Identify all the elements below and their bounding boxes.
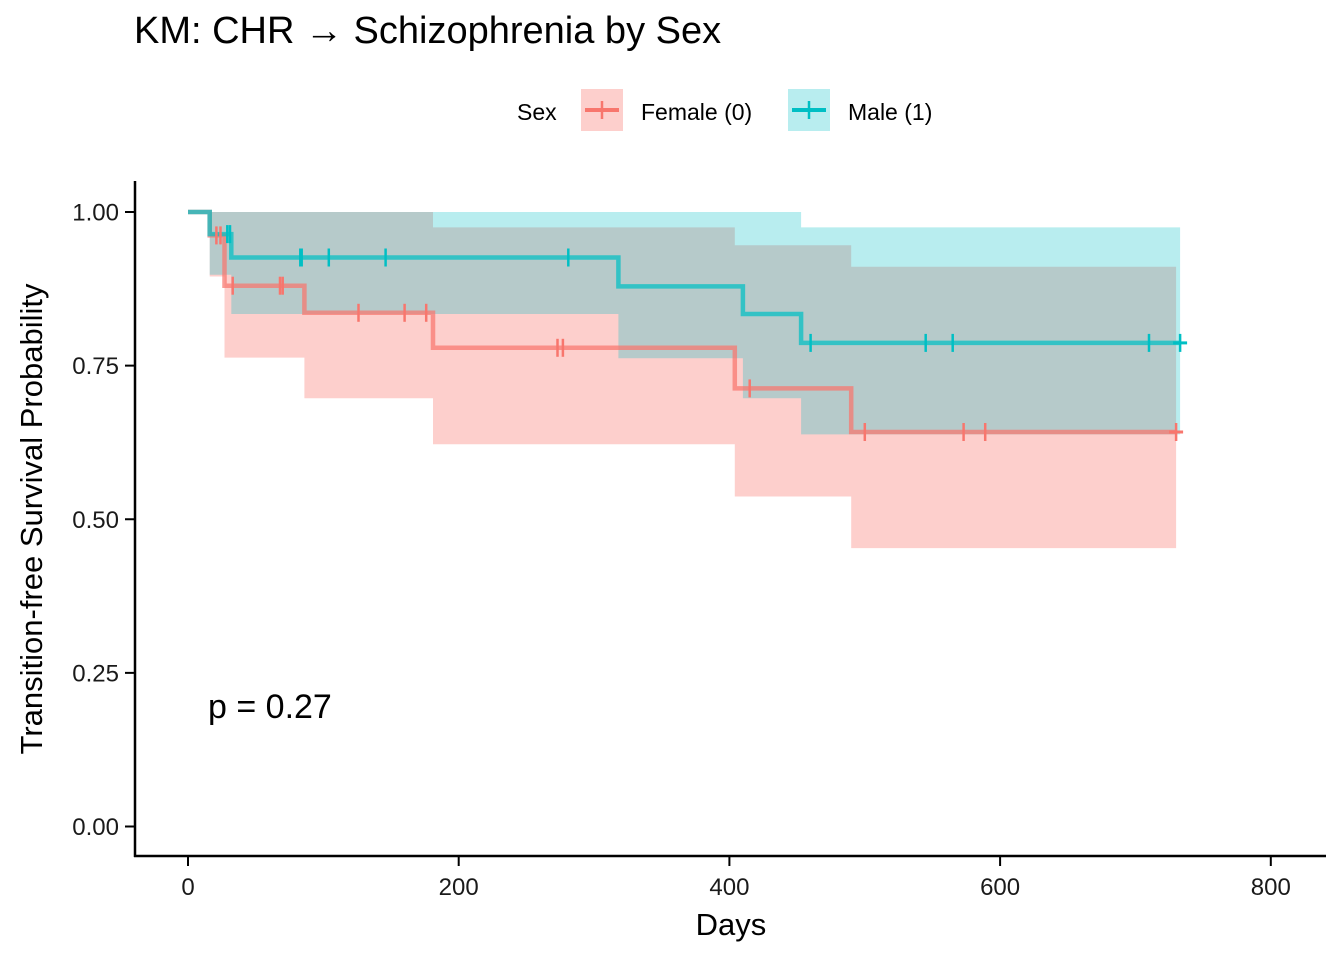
survival-curve-male-1 bbox=[188, 209, 1181, 346]
p-value-annotation: p = 0.27 bbox=[208, 688, 332, 726]
legend-label-female: Female (0) bbox=[641, 99, 752, 125]
y-axis-ticks: 0.00 0.25 0.50 0.75 1.00 bbox=[72, 200, 135, 841]
x-tick-label-600: 600 bbox=[980, 874, 1020, 901]
ci-band-female-0 bbox=[188, 212, 1177, 549]
y-tick-label-1: 1.00 bbox=[72, 200, 119, 227]
x-axis-ticks: 0 200 400 600 800 bbox=[181, 856, 1291, 901]
survival-curves bbox=[188, 209, 1181, 435]
x-tick-label-0: 0 bbox=[181, 874, 194, 901]
y-tick-label-0.5: 0.50 bbox=[72, 507, 119, 534]
x-axis-title: Days bbox=[696, 907, 767, 942]
x-tick-label-800: 800 bbox=[1251, 874, 1291, 901]
x-tick-label-200: 200 bbox=[439, 874, 479, 901]
legend-key-female bbox=[581, 89, 623, 131]
x-tick-label-400: 400 bbox=[709, 874, 749, 901]
legend-key-male bbox=[788, 89, 830, 131]
censor-marks bbox=[215, 225, 1188, 441]
confidence-bands bbox=[188, 212, 1181, 549]
y-axis-title: Transition-free Survival Probability bbox=[14, 283, 49, 754]
y-tick-label-0: 0.00 bbox=[72, 814, 119, 841]
y-tick-label-0.75: 0.75 bbox=[72, 353, 119, 380]
legend-title: Sex bbox=[517, 99, 557, 125]
legend-label-male: Male (1) bbox=[848, 99, 932, 125]
y-tick-label-0.25: 0.25 bbox=[72, 660, 119, 687]
ci-band-male-1 bbox=[188, 212, 1181, 435]
chart-title: KM: CHR → Schizophrenia by Sex bbox=[134, 10, 722, 52]
legend: Sex Female (0) Male (1) bbox=[517, 89, 932, 131]
